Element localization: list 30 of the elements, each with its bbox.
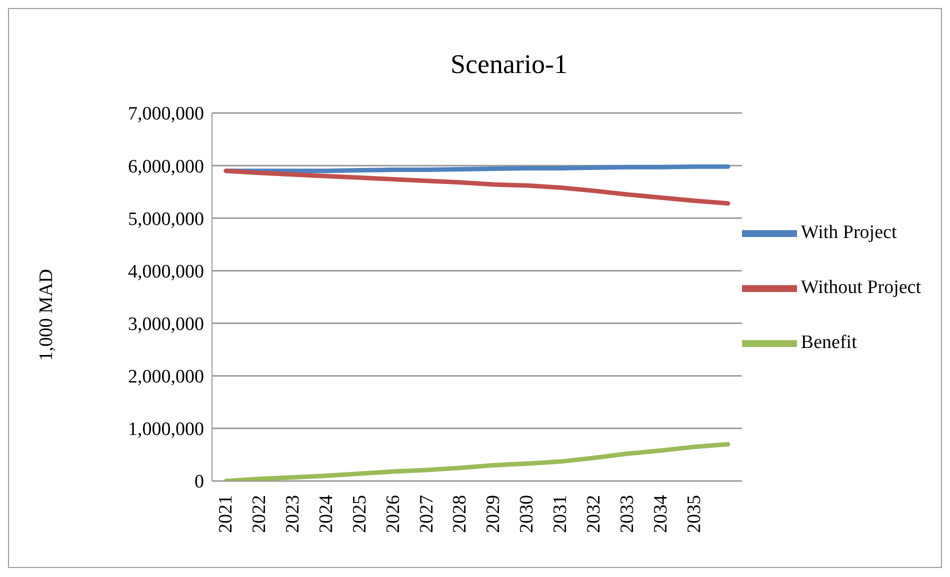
line-series	[224, 168, 730, 206]
x-tick-label: 2032	[584, 495, 605, 533]
x-tick-label: 2024	[316, 494, 337, 533]
x-tick-label: 2025	[349, 495, 370, 533]
x-tick-label: 2034	[650, 494, 672, 533]
y-tick-label: 5,000,000	[128, 208, 204, 230]
x-tick-label: 2028	[450, 495, 471, 533]
x-tick-label: 2023	[282, 495, 304, 533]
x-tick-label: 2035	[684, 495, 705, 533]
y-tick-label: 6,000,000	[128, 156, 204, 178]
chart-title: Scenario-1	[450, 49, 568, 80]
y-tick-label: 7,000,000	[128, 104, 204, 125]
y-tick-label: 1,000,000	[128, 419, 204, 440]
x-tick-label: 2027	[416, 495, 438, 533]
y-tick-label: 3,000,000	[128, 314, 204, 336]
x-tick-label: 2029	[483, 495, 504, 533]
x-tick-label: 2033	[617, 495, 638, 533]
legend-label: With Project	[800, 221, 897, 242]
x-tick-label: 2031	[550, 495, 572, 533]
x-tick-label: 2030	[516, 495, 538, 533]
y-tick-label: 0	[194, 472, 204, 493]
legend-label: Benefit	[800, 331, 857, 352]
x-tick-label: 2026	[382, 495, 404, 533]
x-tick-label: 2021	[216, 495, 236, 533]
x-tick-label: 2022	[248, 495, 270, 533]
y-tick-label: 4,000,000	[128, 261, 204, 282]
line-series	[224, 442, 730, 481]
y-tick-label: 2,000,000	[128, 366, 204, 388]
legend-label: Without Project	[800, 276, 921, 298]
y-axis-title: 1,000 MAD	[36, 269, 58, 361]
